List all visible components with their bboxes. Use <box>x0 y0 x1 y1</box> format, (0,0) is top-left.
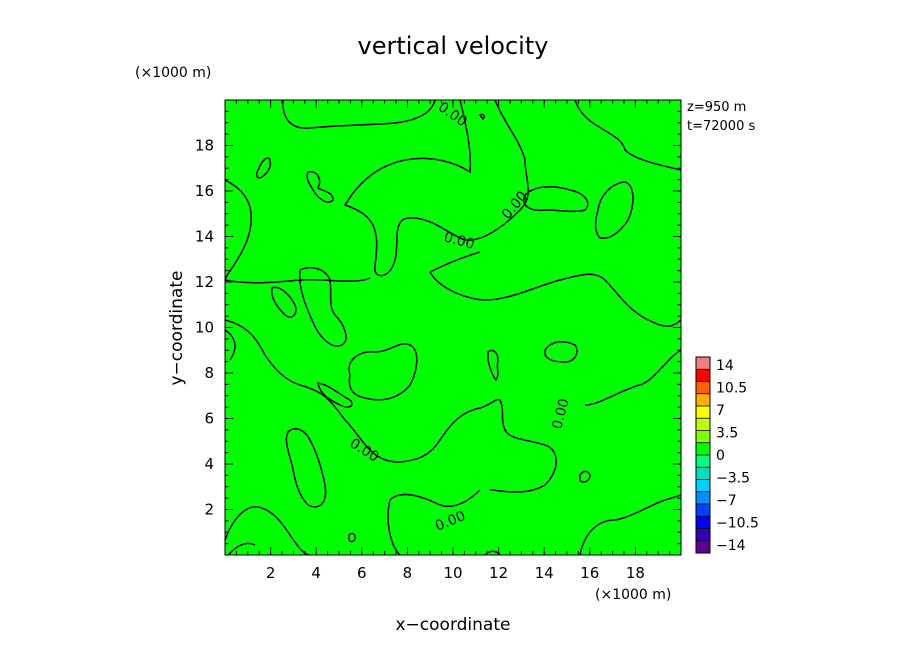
contour-line <box>306 171 334 203</box>
colorbar-swatch <box>696 479 710 493</box>
x-tick-label: 14 <box>535 564 554 582</box>
colorbar-swatch <box>696 467 710 480</box>
colorbar-label: −10.5 <box>716 516 759 532</box>
colorbar-label: −7 <box>716 493 737 509</box>
contour-line <box>387 489 481 555</box>
contour-line <box>584 349 681 406</box>
y-axis-label: y−coordinate <box>167 271 187 386</box>
contour-line <box>579 494 681 555</box>
y-tick-label: 16 <box>195 182 214 200</box>
contour-line <box>285 428 327 508</box>
y-tick-label: 10 <box>195 319 214 337</box>
contour-line <box>544 340 578 363</box>
info-depth: z=950 m <box>687 100 746 115</box>
contour-label: 0.00 <box>442 229 476 253</box>
y-axis-unit: (×1000 m) <box>135 65 211 81</box>
colorbar-label: −3.5 <box>716 471 750 487</box>
contour-line <box>487 349 499 382</box>
y-tick-label: 6 <box>204 410 214 428</box>
contour-line <box>579 470 591 483</box>
contour-line <box>429 251 481 273</box>
colorbar-label: 3.5 <box>716 426 738 442</box>
colorbar-swatch <box>696 540 710 554</box>
x-tick-label: 12 <box>489 564 508 582</box>
axes: 2 4 6 8 10 12 14 16 18 2 4 6 8 10 12 14 16 18 <box>195 99 682 582</box>
colorbar-swatch <box>696 393 710 407</box>
contour-line <box>348 532 356 543</box>
contour-lines <box>225 100 681 555</box>
colorbar-label: −14 <box>716 538 746 554</box>
colorbar-swatch <box>696 381 710 395</box>
x-tick-label: 6 <box>357 564 367 582</box>
y-tick-label: 18 <box>195 137 214 155</box>
colorbar-swatch <box>696 516 710 529</box>
colorbar-swatch <box>696 528 710 542</box>
colorbar-swatch <box>696 418 710 431</box>
contour-line <box>255 157 272 179</box>
contour-line <box>594 181 634 240</box>
y-tick-label: 12 <box>195 273 214 291</box>
colorbar-label: 14 <box>716 358 734 374</box>
x-tick-label: 4 <box>311 564 321 582</box>
colorbar: 14 10.5 7 3.5 0 −3.5 −7 −10.5 −14 <box>695 356 759 554</box>
contour-line <box>348 343 418 401</box>
y-tick-label: 2 <box>204 501 214 519</box>
colorbar-swatch <box>696 455 710 468</box>
x-tick-label: 2 <box>266 564 276 582</box>
contour-line <box>270 286 297 318</box>
colorbar-swatch <box>696 442 710 456</box>
chart-title: vertical velocity <box>358 32 549 60</box>
contour-line <box>429 271 681 327</box>
y-tick-label: 4 <box>204 455 214 473</box>
x-tick-label: 8 <box>403 564 413 582</box>
contour-line <box>298 267 347 347</box>
contour-line <box>317 382 353 408</box>
colorbar-label: 7 <box>716 403 725 419</box>
x-axis-label: x−coordinate <box>396 615 511 635</box>
contour-line <box>343 100 529 277</box>
y-tick-label: 14 <box>195 228 214 246</box>
velocity-field <box>225 100 681 555</box>
contour-line <box>227 542 256 555</box>
colorbar-swatch <box>696 406 710 419</box>
contour-line <box>523 185 589 213</box>
x-tick-label: 10 <box>443 564 462 582</box>
contour-label: 0.00 <box>549 397 573 431</box>
colorbar-swatch <box>696 369 710 382</box>
colorbar-label: 10.5 <box>716 381 747 397</box>
colorbar-swatch <box>696 491 710 505</box>
colorbar-swatch <box>696 504 710 517</box>
contour-line <box>225 506 311 555</box>
contour-line <box>282 100 436 129</box>
y-tick-label: 8 <box>204 364 214 382</box>
colorbar-label: 0 <box>716 448 725 464</box>
x-tick-label: 18 <box>626 564 645 582</box>
contour-line <box>574 100 681 171</box>
contour-line <box>225 319 557 493</box>
contour-line <box>225 329 236 361</box>
colorbar-frame <box>695 356 711 554</box>
x-tick-label: 16 <box>580 564 599 582</box>
contour-line <box>478 113 485 121</box>
x-axis-unit: (×1000 m) <box>595 587 671 603</box>
info-time: t=72000 s <box>687 119 755 134</box>
colorbar-swatch <box>696 357 710 370</box>
colorbar-swatch <box>696 430 710 444</box>
